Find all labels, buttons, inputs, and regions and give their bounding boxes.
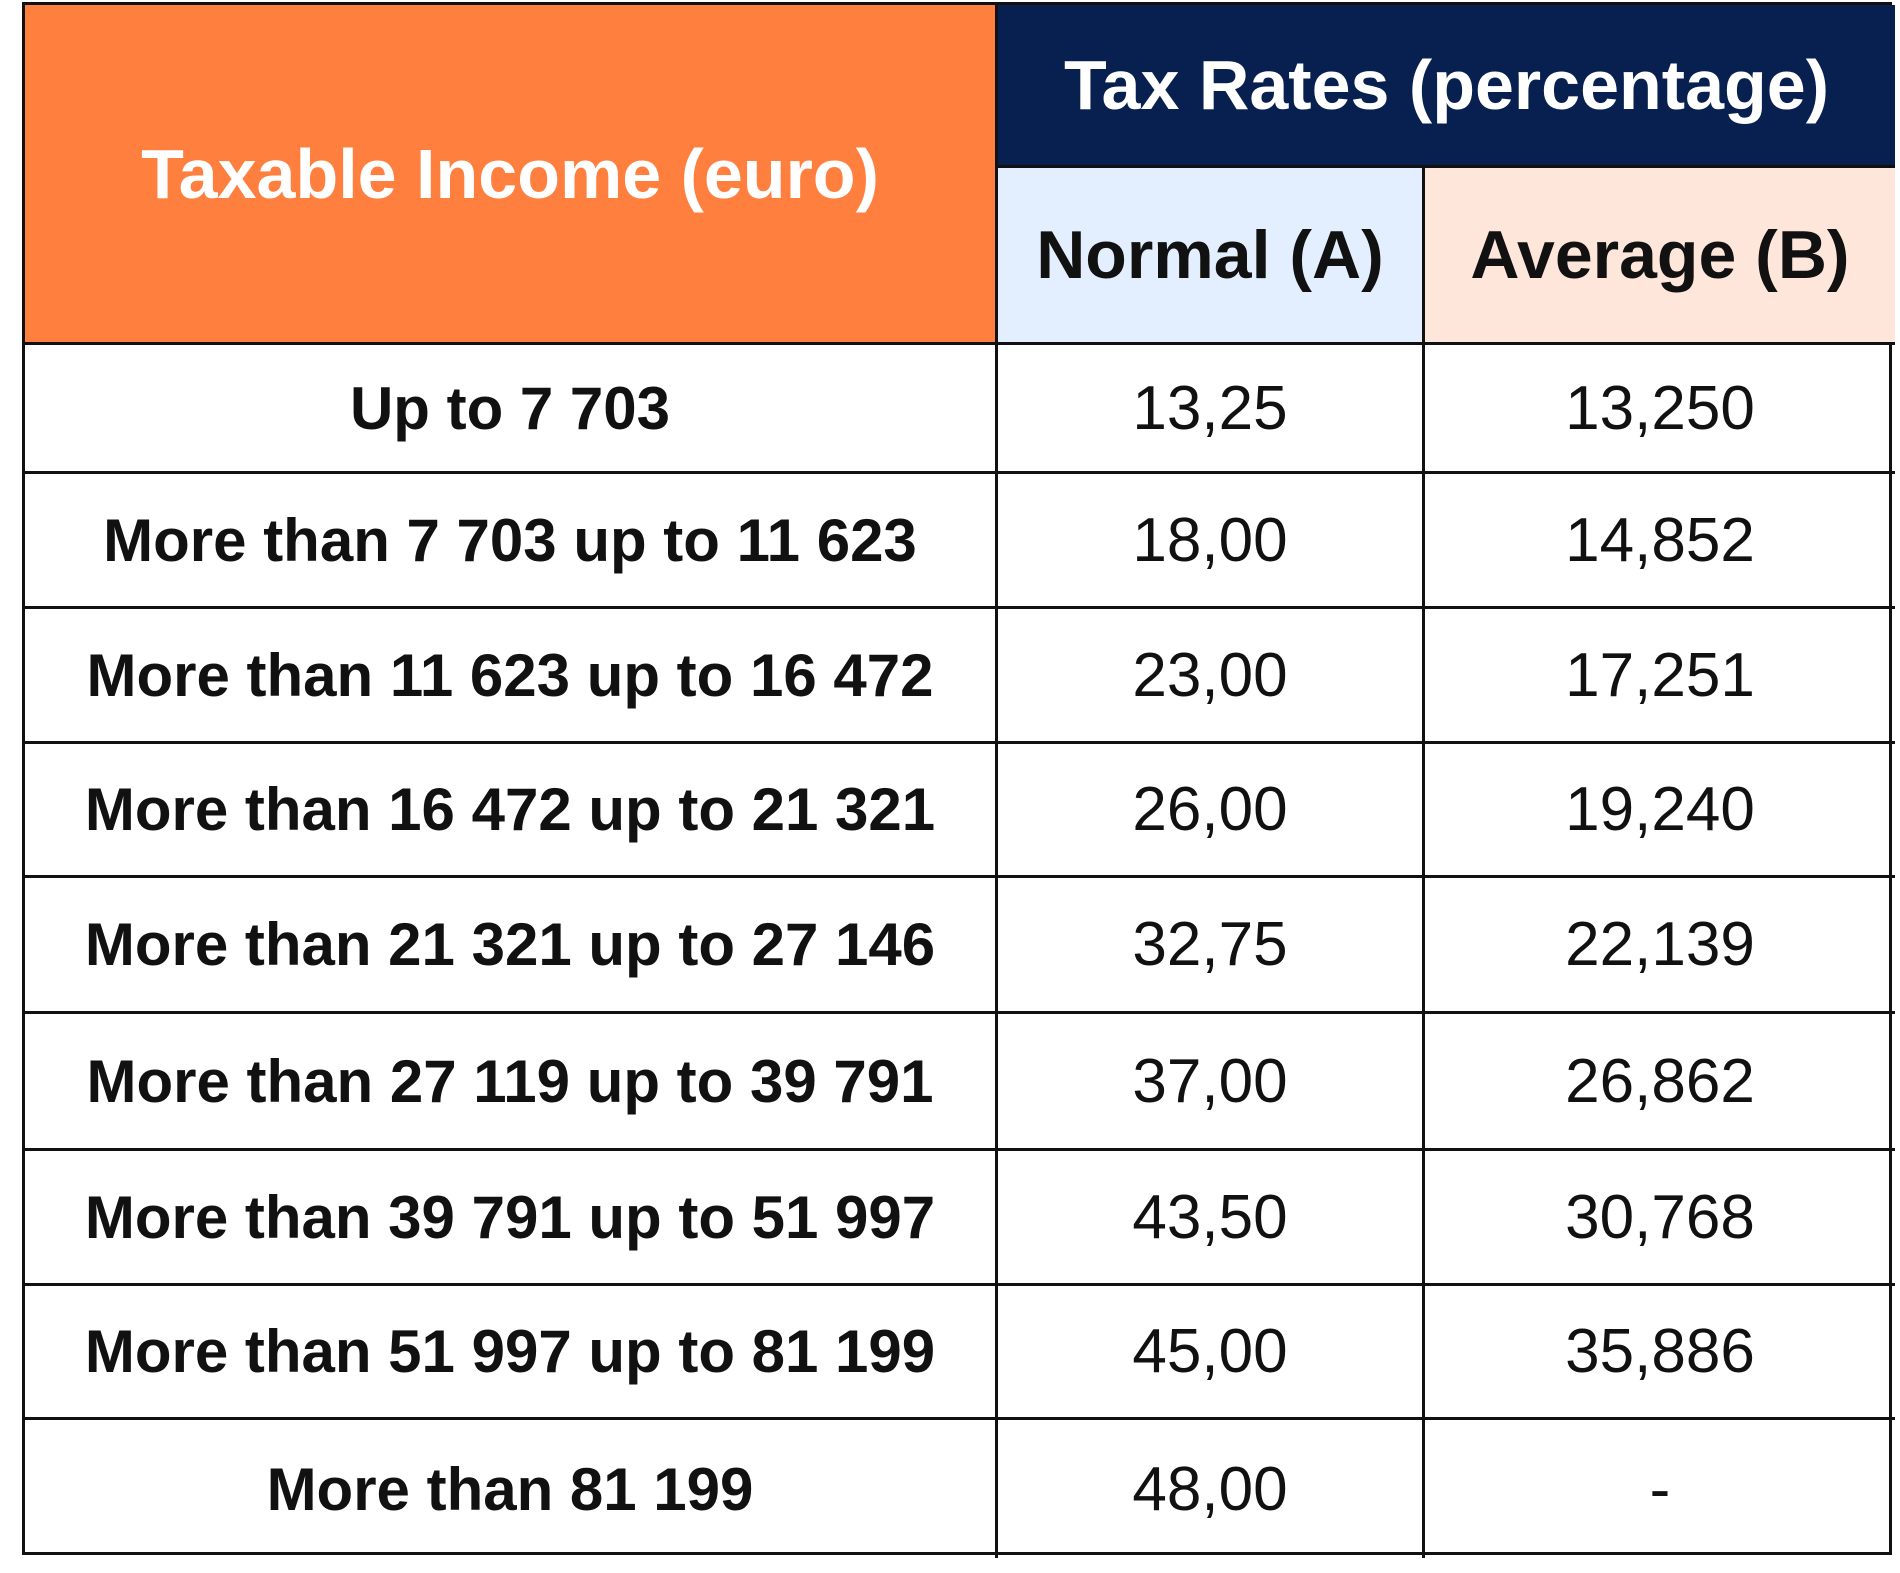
income-bracket-cell: More than 81 199 xyxy=(25,1420,998,1558)
average-rate-cell: 26,862 xyxy=(1425,1014,1895,1151)
average-rate-cell: 19,240 xyxy=(1425,744,1895,878)
average-rate-cell: 35,886 xyxy=(1425,1286,1895,1420)
income-bracket-cell: More than 27 119 up to 39 791 xyxy=(25,1014,998,1151)
income-bracket-cell: More than 7 703 up to 11 623 xyxy=(25,474,998,609)
normal-rate-cell: 18,00 xyxy=(998,474,1425,609)
average-rate-cell: 13,250 xyxy=(1425,345,1895,474)
normal-rate-cell: 45,00 xyxy=(998,1286,1425,1420)
average-rate-header: Average (B) xyxy=(1425,168,1895,345)
average-rate-cell: 30,768 xyxy=(1425,1151,1895,1286)
income-bracket-cell: More than 51 997 up to 81 199 xyxy=(25,1286,998,1420)
normal-rate-cell: 32,75 xyxy=(998,878,1425,1014)
normal-rate-cell: 43,50 xyxy=(998,1151,1425,1286)
taxable-income-header: Taxable Income (euro) xyxy=(25,5,998,345)
average-rate-cell: - xyxy=(1649,1454,1671,1524)
tax-rates-table: Taxable Income (euro) Tax Rates (percent… xyxy=(22,2,1895,1558)
income-bracket-cell: More than 21 321 up to 27 146 xyxy=(25,878,998,1014)
income-bracket-cell: More than 11 623 up to 16 472 xyxy=(25,609,998,744)
average-rate-cell: 17,251 xyxy=(1425,609,1895,744)
tax-rates-header: Tax Rates (percentage) xyxy=(998,5,1895,168)
normal-rate-cell: 26,00 xyxy=(998,744,1425,878)
income-bracket-cell: Up to 7 703 xyxy=(25,345,998,474)
normal-rate-cell: 23,00 xyxy=(998,609,1425,744)
normal-rate-cell: 48,00 xyxy=(998,1420,1425,1558)
income-bracket-cell: More than 39 791 up to 51 997 xyxy=(25,1151,998,1286)
income-bracket-cell: More than 16 472 up to 21 321 xyxy=(25,744,998,878)
normal-rate-cell: 37,00 xyxy=(998,1014,1425,1151)
normal-rate-header: Normal (A) xyxy=(998,168,1425,345)
normal-rate-cell: 13,25 xyxy=(998,345,1425,474)
average-rate-cell: 14,852 xyxy=(1425,474,1895,609)
average-rate-cell: 22,139 xyxy=(1425,878,1895,1014)
